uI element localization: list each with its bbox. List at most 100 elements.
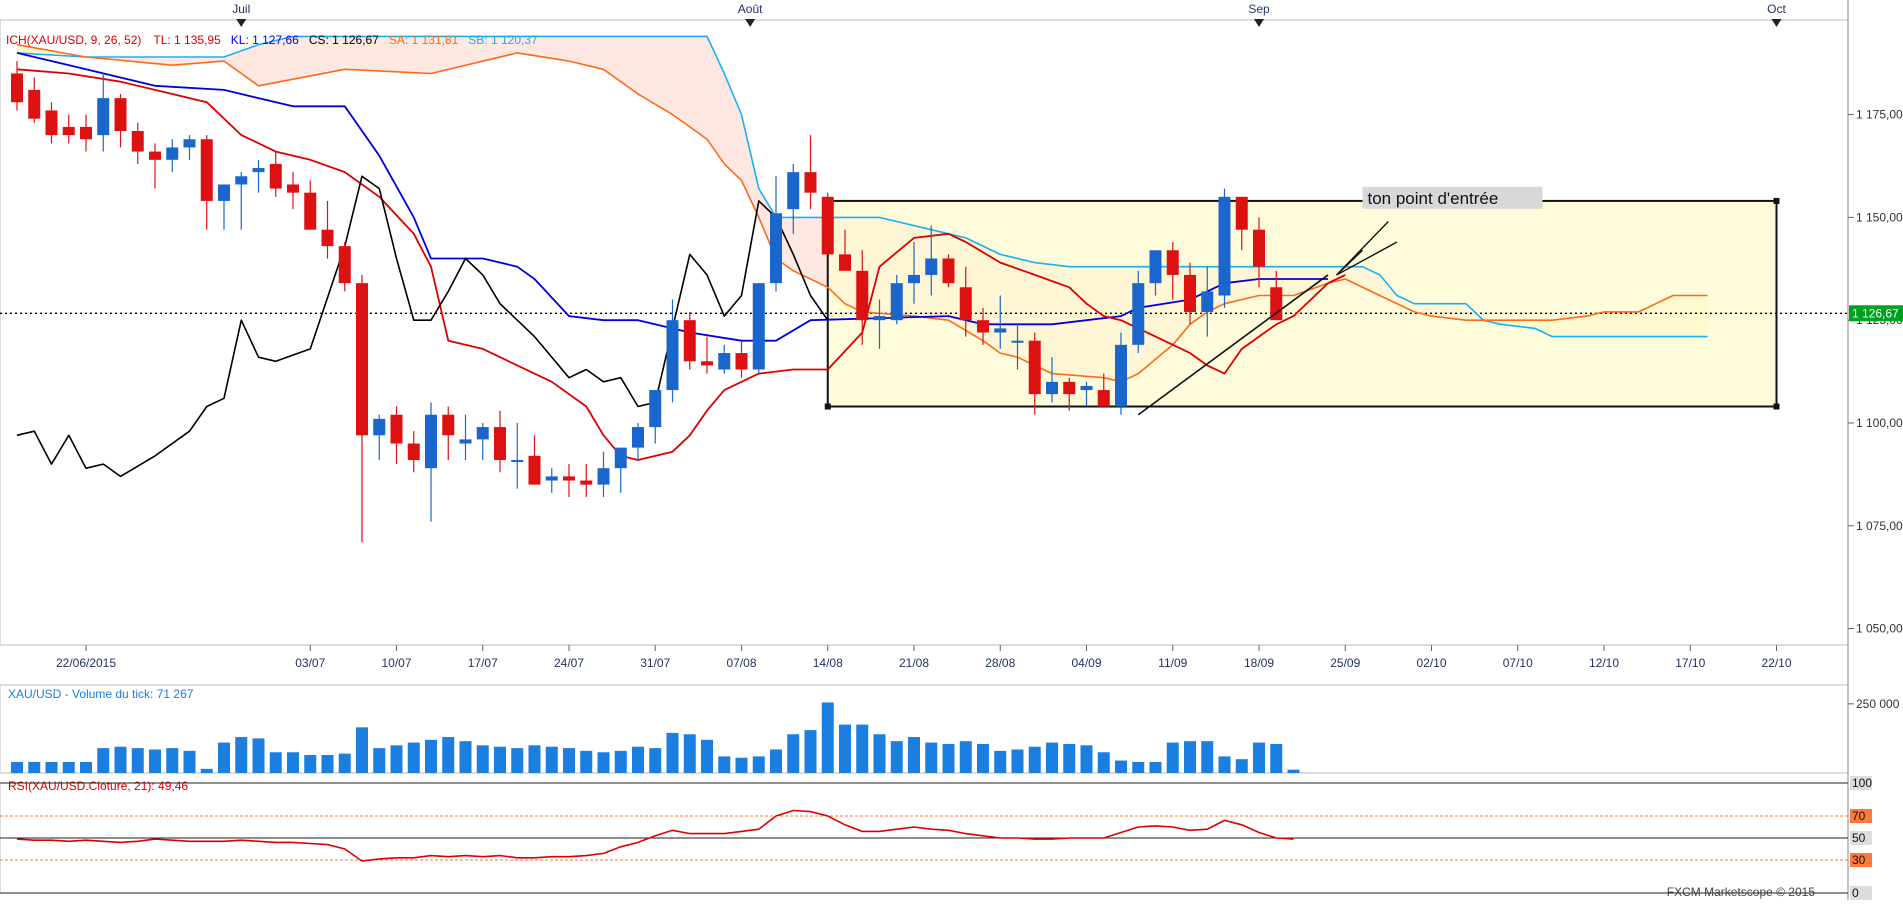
candle-body xyxy=(442,414,455,436)
volume-bar xyxy=(770,749,782,773)
month-marker xyxy=(745,19,756,27)
volume-bar xyxy=(373,748,386,773)
candle-body xyxy=(131,131,144,152)
volume-bar xyxy=(1046,742,1058,773)
range-box-handle[interactable] xyxy=(1773,197,1780,204)
month-marker xyxy=(1771,19,1782,27)
candle-body xyxy=(563,476,575,481)
date-label: 22/06/2015 xyxy=(56,656,116,670)
volume-bar xyxy=(252,738,265,773)
volume-bar xyxy=(701,739,713,773)
volume-bar xyxy=(235,737,248,773)
candle-body xyxy=(269,163,282,189)
candle-body xyxy=(1097,390,1110,407)
volume-bar xyxy=(804,730,817,773)
volume-bar xyxy=(839,724,851,773)
candle-body xyxy=(321,229,334,247)
candle-body xyxy=(1218,196,1231,296)
volume-bar xyxy=(545,746,558,773)
candle-body xyxy=(476,427,489,440)
volume-bar xyxy=(459,741,472,773)
rsi-level-badge xyxy=(1850,853,1872,867)
volume-bar xyxy=(494,746,506,773)
candle-body xyxy=(166,147,179,160)
date-label: 03/07 xyxy=(295,656,325,670)
volume-bar xyxy=(1253,742,1265,773)
date-label: 18/09 xyxy=(1244,656,1274,670)
rsi-title: RSI(XAU/USD.Cloture, 21): 49,46 xyxy=(8,779,188,793)
annotation-box xyxy=(1362,186,1543,209)
volume-bar xyxy=(166,748,179,773)
candle-body xyxy=(977,320,989,333)
price-tick-label: 1 075,00 xyxy=(1856,519,1903,533)
candle-body xyxy=(1063,381,1076,395)
last-price-label: 1 126,67 xyxy=(1852,306,1899,320)
candle-body xyxy=(1080,385,1093,391)
candle-body xyxy=(597,468,610,485)
candle-body xyxy=(1166,250,1179,275)
candle-body xyxy=(80,126,92,140)
rsi-level-label: 70 xyxy=(1852,809,1866,823)
candle-body xyxy=(735,353,748,370)
rsi-level-badge xyxy=(1850,831,1872,845)
candle-body xyxy=(1011,340,1024,343)
range-box[interactable] xyxy=(826,199,1778,408)
candle-body xyxy=(528,455,541,485)
candle-body xyxy=(11,73,23,103)
volume-bar xyxy=(942,743,955,773)
volume-bar xyxy=(218,742,230,773)
candle-body xyxy=(804,172,817,193)
annotation-label: ton point d'entrée xyxy=(1368,189,1499,208)
tenkan-line xyxy=(16,68,1346,461)
volume-bar xyxy=(597,752,610,773)
date-label: 21/08 xyxy=(899,656,929,670)
rsi-level-badge xyxy=(1850,776,1872,790)
candle-body xyxy=(304,192,317,230)
volume-bar xyxy=(511,748,524,773)
volume-bar xyxy=(1235,759,1248,773)
volume-bar xyxy=(632,746,644,773)
candle-body xyxy=(683,320,696,362)
candle-body xyxy=(839,254,851,271)
volume-bar xyxy=(666,732,679,773)
candle-body xyxy=(959,287,972,321)
date-label: 07/10 xyxy=(1503,656,1533,670)
candle-body xyxy=(1028,340,1041,395)
volume-bar xyxy=(563,748,575,773)
trendline[interactable] xyxy=(1137,274,1329,416)
volume-bar xyxy=(476,745,489,773)
volume-bar xyxy=(735,757,748,773)
candle-body xyxy=(45,110,58,136)
rsi-level-label: 50 xyxy=(1852,831,1866,845)
candle-body xyxy=(183,139,196,148)
candle-body xyxy=(373,418,386,436)
candle-body xyxy=(1270,287,1283,321)
volume-bar xyxy=(683,734,696,773)
candle-body xyxy=(459,439,472,444)
range-box-handle[interactable] xyxy=(824,403,831,410)
candle-body xyxy=(356,283,368,436)
candle-body xyxy=(114,98,127,132)
legend-kl: KL: 1 127,66 xyxy=(231,33,299,47)
range-box-handle[interactable] xyxy=(1773,403,1780,410)
volume-bar xyxy=(407,742,420,773)
candle-body xyxy=(1235,196,1248,230)
volume-bar xyxy=(925,742,938,773)
volume-bar xyxy=(1132,761,1145,773)
date-label: 12/10 xyxy=(1589,656,1619,670)
candle-body xyxy=(287,184,299,193)
volume-bar xyxy=(11,761,23,773)
volume-bar xyxy=(131,748,144,773)
price-tick-label: 1 100,00 xyxy=(1856,416,1903,430)
candle-body xyxy=(62,126,75,136)
candle-body xyxy=(425,414,437,469)
month-label: Juil xyxy=(232,2,250,16)
candle-body xyxy=(856,270,869,321)
candle-body xyxy=(252,168,265,173)
candle-body xyxy=(632,427,644,448)
candle-body xyxy=(942,258,955,284)
chikou-line xyxy=(16,175,829,478)
volume-bar xyxy=(442,737,455,773)
volume-bar xyxy=(114,746,127,773)
